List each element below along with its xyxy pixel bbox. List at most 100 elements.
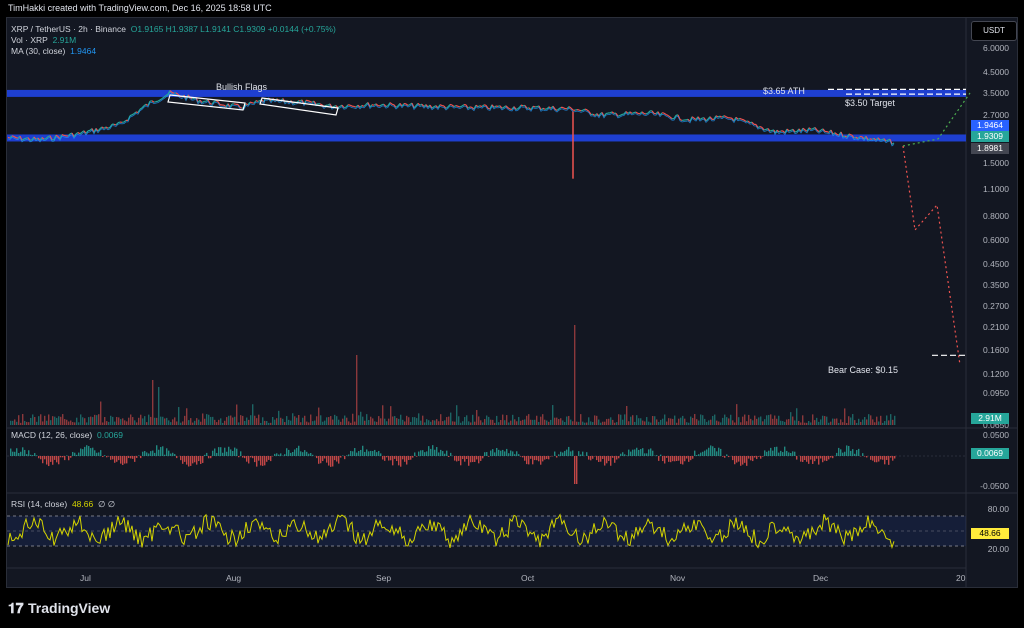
- price-candle: [530, 106, 534, 111]
- macd-bar: [32, 455, 34, 456]
- volume-bar: [88, 417, 90, 425]
- ma-legend: MA (30, close) 1.9464: [11, 46, 336, 57]
- volume-bar: [888, 420, 890, 425]
- macd-bar: [568, 446, 570, 456]
- macd-bar: [748, 456, 750, 459]
- volume-bar: [324, 420, 326, 425]
- macd-bar: [570, 451, 572, 456]
- macd-bar: [540, 456, 542, 465]
- price-candle: [679, 118, 683, 121]
- price-candle: [546, 106, 550, 110]
- symbol-name[interactable]: XRP / TetherUS · 2h · Binance: [11, 24, 126, 34]
- volume-bar: [594, 415, 596, 425]
- volume-bar: [718, 421, 720, 425]
- volume-bar: [670, 418, 672, 425]
- macd-bar: [188, 456, 190, 467]
- volume-bar: [314, 420, 316, 425]
- prev-price-tag: 1.8981: [971, 143, 1009, 154]
- price-candle: [115, 122, 119, 126]
- price-candle: [417, 102, 421, 106]
- macd-bar: [804, 456, 806, 461]
- macd-bar: [470, 456, 472, 463]
- macd-bar: [312, 454, 314, 456]
- volume-bar: [554, 417, 556, 425]
- price-candle: [349, 104, 353, 107]
- volume-bar: [772, 418, 774, 425]
- macd-bar: [818, 456, 820, 465]
- macd-bar: [246, 456, 248, 462]
- volume-bar: [102, 422, 104, 425]
- volume-bar: [12, 420, 14, 425]
- volume-bar: [214, 419, 216, 425]
- macd-bar: [42, 456, 44, 464]
- volume-bar: [106, 421, 108, 425]
- tradingview-logo[interactable]: 𝟏𝟕 TradingView: [8, 600, 110, 617]
- macd-bar: [158, 449, 160, 456]
- macd-bar: [206, 452, 208, 456]
- volume-bar: [592, 422, 594, 425]
- macd-bar: [538, 456, 540, 462]
- macd-bar: [140, 456, 142, 459]
- macd-bar: [36, 455, 38, 456]
- macd-legend: MACD (12, 26, close) 0.0069: [11, 430, 123, 441]
- macd-bar: [182, 456, 184, 464]
- volume-bar: [108, 421, 110, 425]
- volume-bar: [116, 416, 118, 425]
- volume-bar: [56, 417, 58, 425]
- price-candle: [657, 111, 661, 116]
- volume-bar: [390, 406, 392, 425]
- volume-bar: [412, 417, 414, 425]
- volume-bar: [802, 415, 804, 425]
- volume-bar: [764, 419, 766, 425]
- macd-bar: [304, 450, 306, 456]
- price-candle: [135, 111, 139, 114]
- volume-bar: [628, 421, 630, 425]
- macd-bar: [776, 446, 778, 456]
- macd-bar: [736, 456, 738, 463]
- macd-bar: [360, 449, 362, 456]
- macd-bar: [524, 456, 526, 461]
- macd-bar: [774, 447, 776, 456]
- price-candle: [538, 105, 542, 111]
- volume-bar: [446, 417, 448, 425]
- volume-bar: [612, 419, 614, 425]
- price-candle: [735, 116, 739, 120]
- price-candle: [79, 131, 83, 135]
- volume-bar: [362, 416, 364, 425]
- volume-bar: [32, 414, 34, 425]
- volume-bar: [742, 416, 744, 425]
- volume-bar: [36, 421, 38, 425]
- macd-bar: [858, 448, 860, 456]
- volume-bar: [684, 418, 686, 425]
- macd-bar: [190, 456, 192, 466]
- macd-bar: [370, 450, 372, 456]
- macd-bar: [238, 456, 240, 458]
- volume-bar: [342, 418, 344, 425]
- currency-button[interactable]: USDT: [971, 21, 1017, 41]
- macd-bar: [678, 456, 680, 461]
- price-candle: [705, 118, 709, 122]
- price-candle: [451, 104, 455, 108]
- volume-bar: [618, 414, 620, 425]
- volume-bar: [98, 414, 100, 425]
- volume-bar: [384, 418, 386, 425]
- volume-bar: [768, 414, 770, 425]
- macd-bar: [600, 456, 602, 462]
- volume-bar: [730, 414, 732, 425]
- chart-credit: TimHakki created with TradingView.com, D…: [8, 3, 272, 13]
- macd-bar: [110, 456, 112, 460]
- macd-bar: [492, 449, 494, 456]
- price-candle: [249, 101, 253, 104]
- price-candle: [574, 108, 578, 111]
- ath-label: $3.65 ATH: [763, 86, 805, 96]
- volume-bar: [92, 417, 94, 425]
- volume-bar: [786, 419, 788, 425]
- volume-bar: [602, 421, 604, 425]
- macd-bar: [698, 454, 700, 456]
- price-candle: [611, 111, 615, 114]
- volume-bar: [248, 419, 250, 425]
- volume-bar: [170, 422, 172, 425]
- volume-bar: [732, 420, 734, 425]
- macd-bar: [838, 447, 840, 456]
